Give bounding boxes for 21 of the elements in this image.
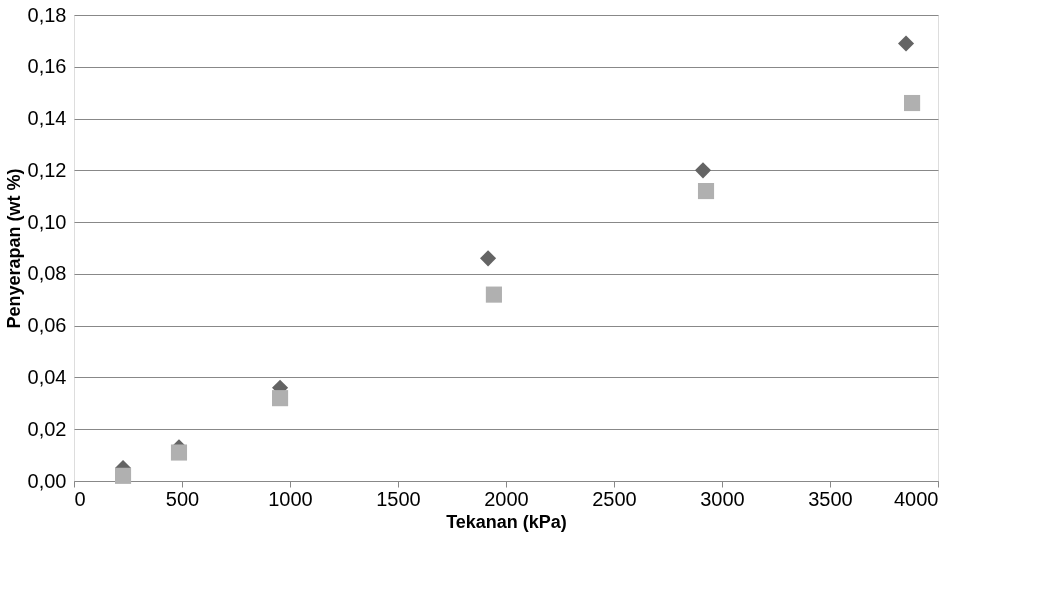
x-axis-title: Tekanan (kPa) (446, 511, 567, 532)
x-tick-label: 500 (165, 487, 200, 510)
x-tick-label: 4000 (894, 487, 939, 510)
y-tick-label: 0,00 (27, 469, 67, 492)
x-tick-label: 2000 (484, 487, 529, 510)
y-tick-label: 0,18 (27, 3, 67, 26)
y-tick-label: 0,12 (27, 158, 67, 181)
x-tick-label: 2500 (592, 487, 637, 510)
x-tick-label: 3500 (808, 487, 853, 510)
y-tick-label: 0,16 (27, 55, 67, 78)
y-tick-label: 0,04 (27, 365, 67, 388)
x-tick-label: 0 (74, 487, 86, 510)
y-tick-label: 0,08 (27, 262, 67, 285)
y-tick-label: 0,14 (27, 107, 67, 130)
y-axis-title: Penyerapan (wt %) (3, 168, 24, 329)
y-tick-label: 0,02 (27, 417, 67, 440)
x-tick-label: 3000 (700, 487, 745, 510)
y-tick-label: 0,10 (27, 210, 67, 233)
y-tick-label: 0,06 (27, 314, 67, 337)
x-tick-label: 1500 (376, 487, 421, 510)
x-tick-label: 1000 (268, 487, 313, 510)
